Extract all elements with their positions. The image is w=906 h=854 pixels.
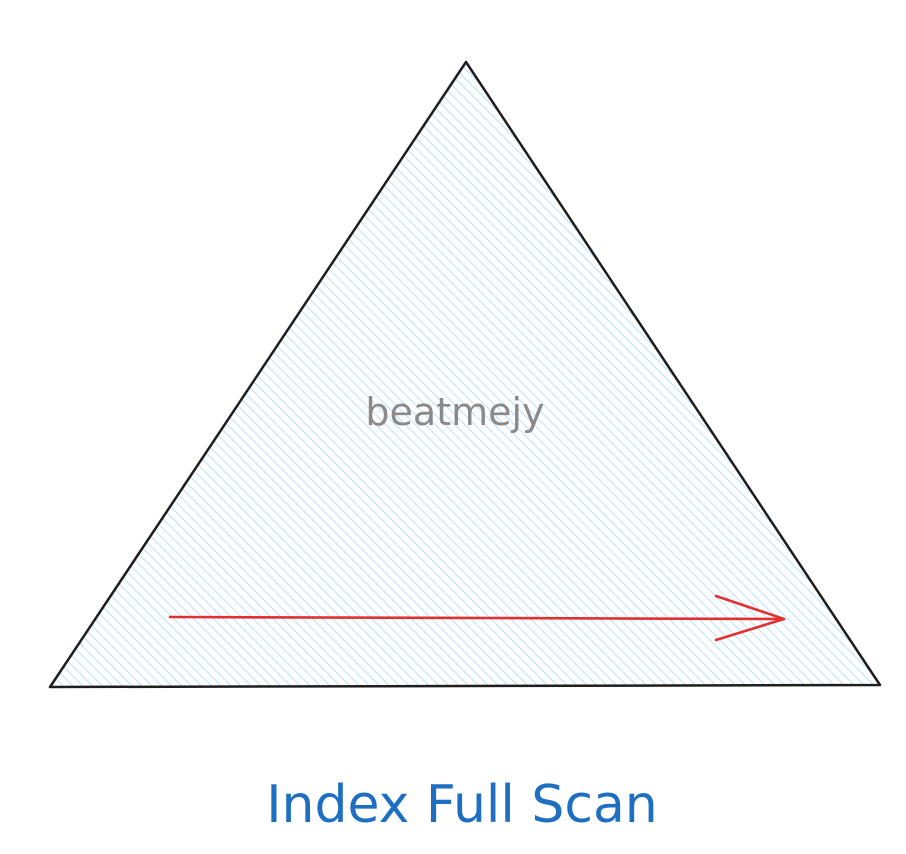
diagram-caption: Index Full Scan bbox=[266, 775, 658, 835]
scan-direction-arrow bbox=[168, 594, 786, 642]
watermark-label: beatmejy bbox=[365, 390, 544, 434]
arrow-head bbox=[714, 594, 786, 642]
index-tree-triangle bbox=[48, 60, 882, 689]
arrow-shaft bbox=[168, 615, 786, 621]
